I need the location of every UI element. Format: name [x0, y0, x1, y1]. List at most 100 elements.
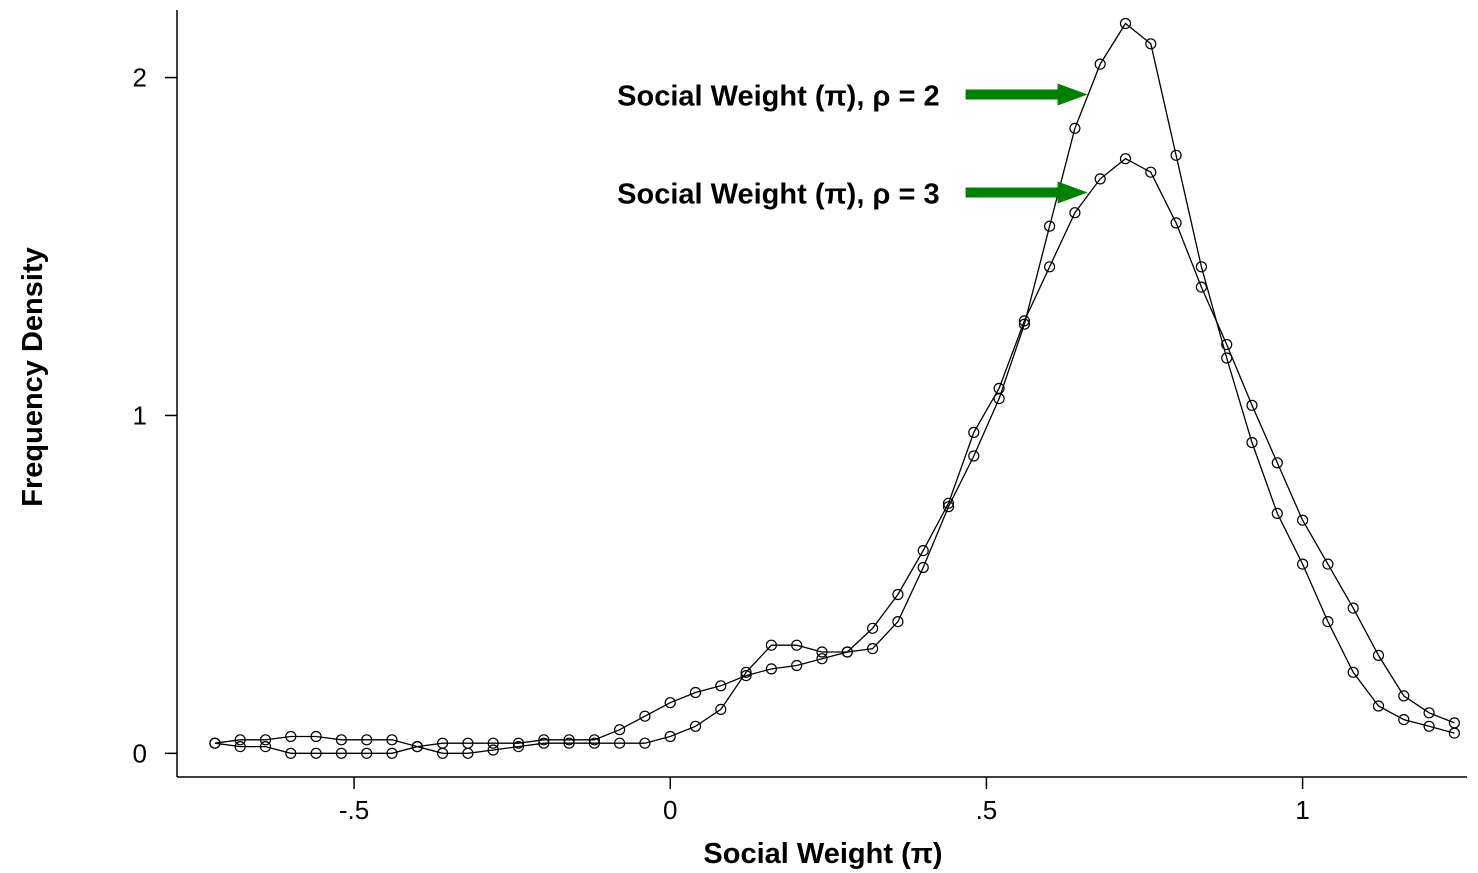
series-line	[214, 22, 1455, 754]
data-point	[1296, 514, 1309, 526]
data-point	[563, 737, 575, 749]
data-point	[1246, 436, 1258, 449]
data-point	[310, 730, 322, 743]
arrow-right-icon	[965, 181, 1088, 204]
data-point	[942, 497, 955, 509]
annotation-layer: Social Weight (π), ρ = 2 Social Weight (π…	[617, 80, 1088, 210]
data-point	[841, 646, 853, 658]
data-point	[1271, 457, 1283, 469]
data-point	[234, 740, 246, 753]
data-point	[816, 653, 828, 665]
data-point	[259, 740, 272, 753]
data-point	[689, 686, 702, 699]
series-2	[209, 153, 1461, 753]
data-point	[588, 737, 601, 749]
data-point	[1069, 122, 1081, 134]
annotation-2: Social Weight (π), ρ = 3	[617, 178, 1088, 210]
data-point	[1170, 217, 1182, 229]
data-point	[411, 740, 423, 753]
data-point	[437, 737, 449, 749]
data-point	[1145, 38, 1157, 50]
data-point	[234, 734, 246, 746]
data-point	[715, 680, 727, 692]
data-point	[968, 426, 980, 438]
data-point	[1296, 558, 1309, 570]
data-point	[1018, 318, 1031, 330]
data-point	[1448, 717, 1461, 729]
data-point	[1271, 507, 1283, 520]
data-point	[386, 734, 398, 746]
data-point	[1069, 207, 1081, 219]
data-point	[487, 737, 499, 749]
data-point	[639, 710, 651, 722]
y-tick-label: 1	[133, 400, 147, 430]
series-line	[214, 157, 1455, 748]
data-point	[1145, 166, 1157, 178]
x-tick-label: 0	[663, 795, 677, 825]
data-point	[1398, 713, 1410, 726]
data-point	[1195, 281, 1208, 293]
data-point	[866, 622, 879, 634]
data-point	[993, 382, 1005, 394]
data-point	[1398, 690, 1410, 702]
data-point	[335, 734, 347, 746]
data-point	[1094, 173, 1106, 185]
data-point	[892, 615, 904, 628]
y-axis-title: Frequency Density	[17, 247, 49, 506]
data-point	[1322, 615, 1334, 628]
y-tick-label: 2	[133, 63, 147, 93]
axes: -.5 0 .5 1 0 1 2	[133, 10, 1467, 825]
data-point	[563, 734, 575, 746]
data-point	[285, 730, 297, 743]
data-point	[740, 666, 752, 678]
data-point	[968, 450, 980, 462]
data-point	[664, 730, 676, 743]
x-tick-label: 1	[1295, 795, 1309, 825]
data-point	[386, 747, 398, 759]
data-point	[1043, 220, 1056, 232]
annotation-label: Social Weight (π), ρ = 2	[617, 80, 939, 112]
data-point	[917, 561, 929, 574]
series-1	[209, 17, 1461, 759]
data-point	[1322, 558, 1334, 570]
data-point	[361, 747, 373, 759]
x-axis-title: Social Weight (π)	[703, 838, 942, 870]
x-tick-label: .5	[976, 795, 998, 825]
data-point	[1119, 17, 1132, 30]
data-point	[588, 734, 601, 746]
data-point	[462, 737, 474, 749]
data-point	[259, 734, 272, 746]
data-point	[816, 646, 828, 658]
data-point	[664, 697, 676, 709]
x-tick-label: -.5	[339, 795, 369, 825]
data-point	[1119, 153, 1132, 165]
data-point	[1170, 149, 1182, 161]
data-point	[765, 663, 778, 675]
series-layer	[209, 17, 1461, 759]
data-point	[487, 744, 499, 756]
data-point	[1094, 58, 1106, 70]
annotation-1: Social Weight (π), ρ = 2	[617, 80, 1088, 112]
data-point	[209, 737, 221, 749]
data-point	[740, 669, 752, 682]
data-point	[1423, 720, 1435, 732]
arrow-right-icon	[965, 83, 1088, 106]
data-point	[715, 703, 727, 716]
data-point	[1043, 261, 1056, 273]
data-point	[335, 747, 347, 759]
data-point	[1372, 700, 1385, 712]
data-point	[613, 724, 626, 736]
data-point	[1018, 315, 1031, 327]
data-point	[639, 737, 651, 749]
data-point	[791, 639, 803, 651]
data-point	[512, 737, 525, 749]
data-point	[1195, 261, 1208, 273]
data-point	[892, 588, 904, 601]
data-point	[791, 659, 803, 672]
data-point	[689, 720, 702, 732]
data-point	[285, 747, 297, 759]
annotation-label: Social Weight (π), ρ = 3	[617, 178, 939, 210]
data-point	[1347, 666, 1359, 678]
data-point	[512, 740, 525, 753]
